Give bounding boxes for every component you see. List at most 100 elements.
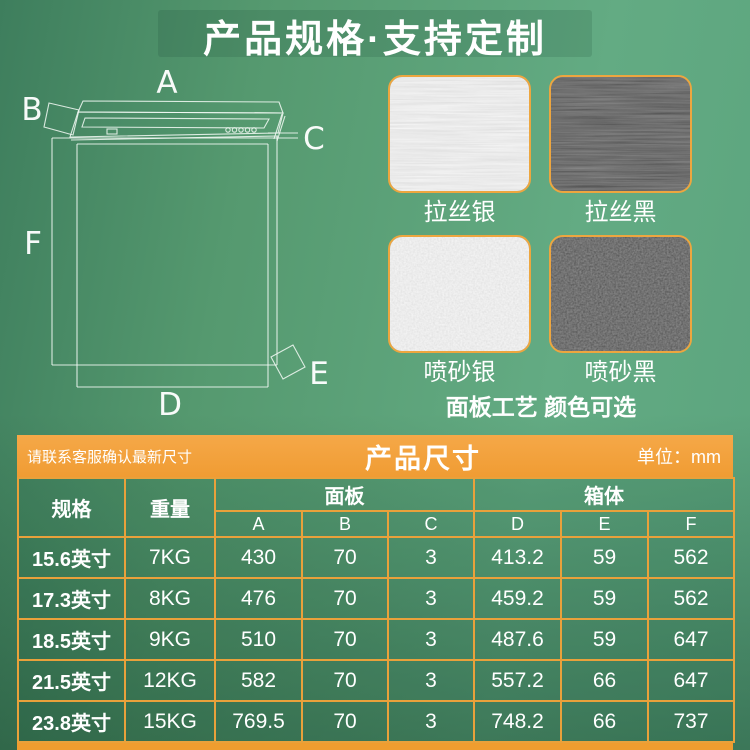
col-header-f: F — [647, 510, 735, 538]
brushed-black-swatch — [549, 75, 692, 193]
title-band — [158, 10, 592, 57]
cell-f: 647 — [647, 659, 735, 702]
size-note: 请联系客服确认最新尺寸 — [27, 448, 193, 466]
cell-d: 557.2 — [473, 659, 562, 702]
finish-brushed-silver: 拉丝银 — [388, 75, 531, 231]
finish-swatch-grid: 拉丝银 拉丝黑 喷砂银 — [388, 75, 694, 391]
sandblast-silver-swatch — [388, 235, 531, 353]
cell-a: 430 — [214, 536, 303, 579]
table-row: 21.5英寸 12KG 582 70 3 557.2 66 647 — [17, 659, 735, 702]
dimension-diagram: A B C F D E — [21, 65, 329, 423]
table-row: 15.6英寸 7KG 430 70 3 413.2 59 562 — [17, 536, 735, 579]
lid-end-edge — [276, 115, 286, 142]
group-header-panel: 面板 — [214, 477, 475, 512]
lid-vent-hole — [244, 127, 251, 133]
cell-c: 3 — [387, 659, 475, 702]
cell-f: 562 — [647, 536, 735, 579]
finish-sandblast-silver: 喷砂银 — [388, 235, 531, 391]
lid-vent-hole — [251, 127, 257, 133]
cell-spec: 18.5英寸 — [17, 618, 126, 661]
col-header-b: B — [301, 510, 389, 538]
dimension-table: 规格 重量 面板 箱体 A B C D E F 15.6英寸 7KG 430 7… — [17, 477, 735, 743]
table-bottom-bar — [17, 743, 733, 750]
cell-f: 562 — [647, 577, 735, 620]
cell-c: 3 — [387, 536, 475, 579]
dim-label-b: B — [21, 92, 42, 128]
cell-weight: 8KG — [124, 577, 216, 620]
table-title-bar: 请联系客服确认最新尺寸 产品尺寸 单位：mm — [17, 435, 733, 477]
lid-vent-hole — [231, 127, 238, 133]
cell-e: 66 — [560, 659, 649, 702]
cell-b: 70 — [301, 577, 389, 620]
cell-weight: 15KG — [124, 700, 216, 743]
cell-b: 70 — [301, 536, 389, 579]
table-row: 23.8英寸 15KG 769.5 70 3 748.2 66 737 — [17, 700, 735, 743]
cell-spec: 15.6英寸 — [17, 536, 126, 579]
lid-inner-outline — [81, 117, 270, 129]
cell-d: 487.6 — [473, 618, 562, 661]
col-header-spec: 规格 — [17, 477, 126, 538]
finish-label: 喷砂银 — [423, 359, 496, 386]
cell-b: 70 — [301, 659, 389, 702]
cell-c: 3 — [387, 577, 475, 620]
cell-d: 413.2 — [473, 536, 562, 579]
lid-button — [106, 128, 118, 135]
lid-vent-hole — [238, 127, 244, 133]
table-row: 18.5英寸 9KG 510 70 3 487.6 59 647 — [17, 618, 735, 661]
lid-end-edge — [273, 113, 283, 140]
finish-caption: 面板工艺 颜色可选 — [445, 394, 637, 420]
brushed-silver-swatch — [388, 75, 531, 193]
finish-sandblast-black: 喷砂黑 — [549, 235, 692, 391]
cell-e: 59 — [560, 577, 649, 620]
col-header-a: A — [214, 510, 303, 538]
flap-e — [270, 344, 306, 380]
finish-label: 拉丝银 — [423, 199, 496, 226]
cell-e: 59 — [560, 536, 649, 579]
finish-label: 拉丝黑 — [584, 199, 657, 226]
cell-a: 582 — [214, 659, 303, 702]
dim-label-f: F — [24, 226, 42, 262]
cell-a: 476 — [214, 577, 303, 620]
table-title: 产品尺寸 — [365, 443, 481, 474]
dim-label-e: E — [309, 356, 329, 392]
cell-b: 70 — [301, 700, 389, 743]
finish-brushed-black: 拉丝黑 — [549, 75, 692, 231]
lid-front-face — [69, 111, 284, 138]
col-header-c: C — [387, 510, 475, 538]
col-header-e: E — [560, 510, 649, 538]
cell-f: 647 — [647, 618, 735, 661]
cell-e: 59 — [560, 618, 649, 661]
cell-a: 769.5 — [214, 700, 303, 743]
cell-e: 66 — [560, 700, 649, 743]
dim-label-c: C — [303, 121, 325, 157]
table-row: 17.3英寸 8KG 476 70 3 459.2 59 562 — [17, 577, 735, 620]
cell-f: 737 — [647, 700, 735, 743]
cell-spec: 21.5英寸 — [17, 659, 126, 702]
unit-label: 单位：mm — [637, 447, 721, 467]
sandblast-black-swatch — [549, 235, 692, 353]
group-header-box: 箱体 — [473, 477, 735, 512]
dim-label-a: A — [156, 65, 177, 101]
cell-d: 748.2 — [473, 700, 562, 743]
cell-spec: 17.3英寸 — [17, 577, 126, 620]
cell-weight: 7KG — [124, 536, 216, 579]
flap-b — [43, 102, 80, 136]
cell-weight: 9KG — [124, 618, 216, 661]
cell-c: 3 — [387, 618, 475, 661]
dim-label-d: D — [158, 387, 182, 423]
lid-top-face — [77, 100, 284, 114]
cell-a: 510 — [214, 618, 303, 661]
cell-spec: 23.8英寸 — [17, 700, 126, 743]
finish-label: 喷砂黑 — [584, 359, 657, 386]
product-size-table: 请联系客服确认最新尺寸 产品尺寸 单位：mm 规格 重量 面板 箱体 A B C… — [17, 435, 735, 750]
cell-d: 459.2 — [473, 577, 562, 620]
col-header-d: D — [473, 510, 562, 538]
col-header-weight: 重量 — [124, 477, 216, 538]
page-title: 产品规格·支持定制 — [203, 19, 547, 61]
cell-weight: 12KG — [124, 659, 216, 702]
header-dim-row: A B C D E F — [18, 510, 735, 538]
header-group-row: 规格 重量 面板 箱体 — [17, 477, 735, 538]
cell-c: 3 — [387, 700, 475, 743]
lid-vent-hole — [225, 127, 231, 133]
